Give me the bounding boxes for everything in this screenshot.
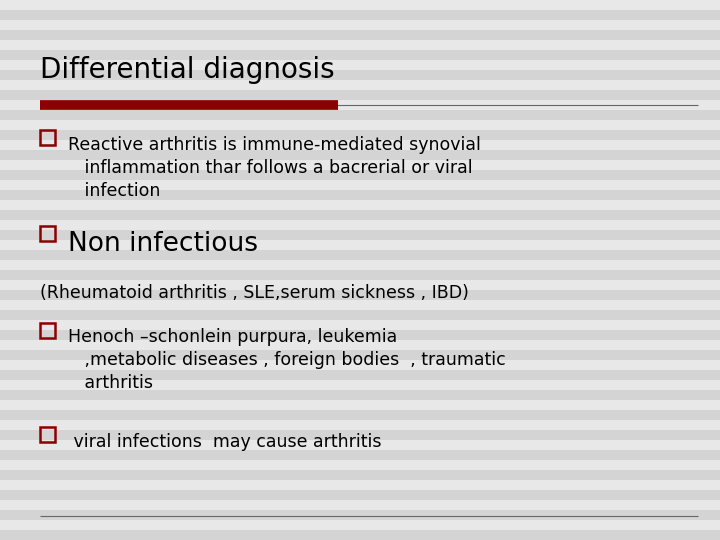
Bar xyxy=(0,320,720,330)
Bar xyxy=(0,190,720,200)
Bar xyxy=(0,340,720,350)
Bar xyxy=(0,470,720,480)
Text: (Rheumatoid arthritis , SLE,serum sickness , IBD): (Rheumatoid arthritis , SLE,serum sickne… xyxy=(40,284,469,301)
Text: Reactive arthritis is immune-mediated synovial
   inflammation thar follows a ba: Reactive arthritis is immune-mediated sy… xyxy=(68,136,481,200)
Bar xyxy=(0,450,720,460)
Bar xyxy=(0,150,720,160)
Bar xyxy=(0,410,720,420)
Bar xyxy=(0,140,720,150)
Bar xyxy=(0,280,720,290)
Bar xyxy=(0,170,720,180)
Bar xyxy=(0,200,720,210)
Bar xyxy=(0,70,720,80)
Bar xyxy=(0,480,720,490)
Bar xyxy=(0,310,720,320)
Bar xyxy=(0,120,720,130)
Bar xyxy=(0,440,720,450)
Bar xyxy=(0,240,720,250)
Bar xyxy=(0,90,720,100)
Bar xyxy=(0,230,720,240)
Bar xyxy=(0,210,720,220)
Text: Differential diagnosis: Differential diagnosis xyxy=(40,56,334,84)
Text: Non infectious: Non infectious xyxy=(68,231,258,257)
Bar xyxy=(0,270,720,280)
Bar xyxy=(0,530,720,540)
Bar xyxy=(0,100,720,110)
Bar xyxy=(0,290,720,300)
Bar xyxy=(0,430,720,440)
Bar xyxy=(0,520,720,530)
Bar xyxy=(0,160,720,170)
Bar xyxy=(0,400,720,410)
Bar xyxy=(0,260,720,270)
Bar xyxy=(0,10,720,20)
Bar xyxy=(0,380,720,390)
Bar xyxy=(0,500,720,510)
Bar xyxy=(0,20,720,30)
Bar xyxy=(0,490,720,500)
Bar xyxy=(0,420,720,430)
Bar xyxy=(0,40,720,50)
Bar xyxy=(0,350,720,360)
Bar xyxy=(0,360,720,370)
Bar xyxy=(0,460,720,470)
Bar xyxy=(0,330,720,340)
Bar xyxy=(0,180,720,190)
Bar xyxy=(0,80,720,90)
Bar xyxy=(0,220,720,230)
Bar xyxy=(0,0,720,10)
Bar xyxy=(0,130,720,140)
Bar xyxy=(0,50,720,60)
Bar xyxy=(0,110,720,120)
Text: Henoch –schonlein purpura, leukemia
   ,metabolic diseases , foreign bodies  , t: Henoch –schonlein purpura, leukemia ,met… xyxy=(68,328,506,392)
Bar xyxy=(0,300,720,310)
Bar xyxy=(0,30,720,40)
Bar xyxy=(0,390,720,400)
Bar xyxy=(0,250,720,260)
Bar xyxy=(0,510,720,520)
Bar xyxy=(0,60,720,70)
Bar xyxy=(0,370,720,380)
Text: viral infections  may cause arthritis: viral infections may cause arthritis xyxy=(68,433,382,451)
